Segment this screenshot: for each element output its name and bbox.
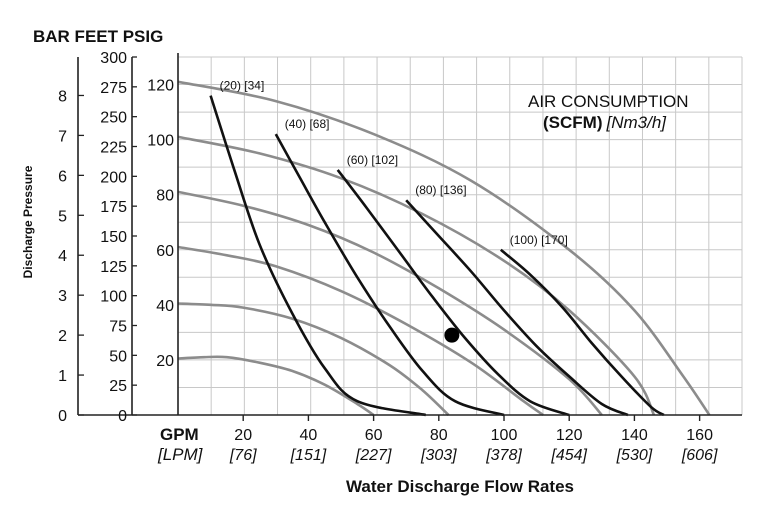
legend-subtitle-bold: (SCFM) xyxy=(543,113,602,132)
y-tick-bar: 5 xyxy=(58,208,67,225)
y-tick-bar: 4 xyxy=(58,248,67,265)
y-tick-feet: 275 xyxy=(100,80,127,97)
head-curve xyxy=(177,190,603,416)
y-tick-psig: 40 xyxy=(156,298,174,315)
x-tick-lpm: [227] xyxy=(355,447,392,464)
head-curve xyxy=(177,135,656,416)
grid xyxy=(177,56,743,416)
x-tick-gpm: 80 xyxy=(430,427,448,444)
air-curve-label: (20) [34] xyxy=(220,79,265,93)
y-tick-bar: 6 xyxy=(58,168,67,185)
air-curve xyxy=(336,169,570,417)
air-consumption-curves xyxy=(209,95,665,417)
y-tick-feet: 125 xyxy=(100,259,127,276)
tick-labels: 20[76]40[151]60[227]80[303]100[378]120[4… xyxy=(58,50,718,464)
air-curve-label: (80) [136] xyxy=(415,183,466,197)
legend-subtitle: (SCFM) [Nm3/h] xyxy=(543,113,667,132)
x-tick-gpm: 120 xyxy=(556,427,583,444)
x-tick-gpm: 60 xyxy=(365,427,383,444)
y-tick-psig: 120 xyxy=(147,78,174,95)
legend-subtitle-italic: [Nm3/h] xyxy=(605,113,667,132)
x-tick-lpm: [454] xyxy=(550,447,587,464)
head-curve xyxy=(177,245,544,417)
y-tick-feet: 75 xyxy=(109,319,127,336)
y-tick-bar: 2 xyxy=(58,328,67,345)
air-curve-label: (40) [68] xyxy=(285,117,330,131)
air-curve xyxy=(209,95,427,417)
axes xyxy=(77,53,742,421)
y-tick-bar: 3 xyxy=(58,288,67,305)
y-tick-bar: 8 xyxy=(58,88,67,105)
y-tick-psig: 60 xyxy=(156,243,174,260)
legend-title: AIR CONSUMPTION xyxy=(528,92,689,111)
air-curve-label: (60) [102] xyxy=(347,153,398,167)
air-curve-label: (100) [170] xyxy=(510,233,568,247)
x-tick-lpm: [606] xyxy=(681,447,718,464)
header-units: BAR FEET PSIG xyxy=(33,27,163,46)
x-tick-lpm: [530] xyxy=(616,447,653,464)
y-tick-feet: 175 xyxy=(100,199,127,216)
air-consumption-labels: (20) [34] (40) [68] (60) [102] (80) [136] (1… xyxy=(220,79,568,247)
air-curve xyxy=(274,133,505,417)
y-tick-feet: 25 xyxy=(109,378,127,395)
x-tick-gpm: 40 xyxy=(300,427,318,444)
x-tick-gpm: 140 xyxy=(621,427,648,444)
x-tick-gpm: 100 xyxy=(491,427,518,444)
y-tick-feet: 100 xyxy=(100,289,127,306)
operating-point-marker xyxy=(444,327,460,343)
y-tick-feet: 150 xyxy=(100,229,127,246)
y-tick-psig: 80 xyxy=(156,188,174,205)
x-tick-lpm: [151] xyxy=(290,447,327,464)
head-curves xyxy=(177,80,711,417)
x-unit-gpm: GPM xyxy=(160,425,199,444)
y-tick-psig: 20 xyxy=(156,353,174,370)
y-tick-bar: 0 xyxy=(58,408,67,425)
air-curve xyxy=(499,248,665,417)
x-tick-lpm: [303] xyxy=(420,447,457,464)
y-tick-bar: 7 xyxy=(58,128,67,145)
head-curve xyxy=(177,80,711,416)
y-tick-feet: 300 xyxy=(100,50,127,67)
y-axis-title: Discharge Pressure xyxy=(21,165,35,278)
x-tick-gpm: 160 xyxy=(686,427,713,444)
y-tick-feet: 0 xyxy=(118,408,127,425)
y-tick-psig: 100 xyxy=(147,133,174,150)
x-tick-lpm: [76] xyxy=(229,447,257,464)
x-tick-lpm: [378] xyxy=(485,447,522,464)
y-tick-bar: 1 xyxy=(58,368,67,385)
y-tick-feet: 225 xyxy=(100,140,127,157)
head-curve xyxy=(177,302,450,416)
head-curve xyxy=(177,355,375,417)
x-tick-gpm: 20 xyxy=(234,427,252,444)
y-tick-feet: 200 xyxy=(100,169,127,186)
x-axis-title: Water Discharge Flow Rates xyxy=(346,477,574,496)
y-tick-feet: 250 xyxy=(100,110,127,127)
x-unit-lpm: [LPM] xyxy=(157,445,204,464)
air-curve xyxy=(405,199,629,417)
y-tick-feet: 50 xyxy=(109,348,127,365)
